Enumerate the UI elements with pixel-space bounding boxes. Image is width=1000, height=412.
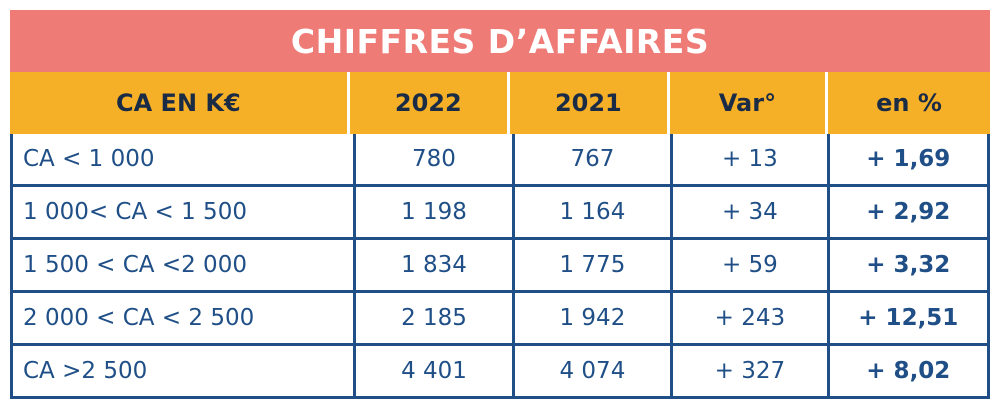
table-row: CA < 1 000 780 767 + 13 + 1,69 [13,134,987,184]
cell-label: 1 000< CA < 1 500 [23,199,247,225]
cell-2022: 780 [353,134,511,184]
cell-2021: 1 775 [511,240,670,290]
table-row: 1 500 < CA <2 000 1 834 1 775 + 59 + 3,3… [13,237,987,290]
table-title: CHIFFRES D’AFFAIRES [10,10,990,72]
cell-pct: + 12,51 [826,293,987,343]
cell-label: 1 500 < CA <2 000 [23,252,247,278]
header-2021: 2021 [506,72,667,134]
cell-label: CA < 1 000 [23,146,155,172]
cell-2022: 1 198 [353,187,511,237]
cell-pct: + 2,92 [826,187,987,237]
header-2022: 2022 [346,72,507,134]
cell-var: + 34 [670,187,826,237]
cell-label: 2 000 < CA < 2 500 [23,305,255,331]
cell-2021: 767 [511,134,670,184]
cell-2022: 1 834 [353,240,511,290]
cell-2021: 1 164 [511,187,670,237]
revenue-table: CHIFFRES D’AFFAIRES CA EN K€ 2022 2021 V… [10,10,990,402]
table-row: 1 000< CA < 1 500 1 198 1 164 + 34 + 2,9… [13,184,987,237]
header-pct: en % [825,72,990,134]
table-body: CA < 1 000 780 767 + 13 + 1,69 1 000< CA… [10,134,990,399]
table-row: 2 000 < CA < 2 500 2 185 1 942 + 243 + 1… [13,290,987,343]
cell-var: + 59 [670,240,826,290]
header-ca: CA EN K€ [116,89,241,117]
cell-2022: 4 401 [353,346,511,396]
cell-var: + 327 [670,346,826,396]
cell-2022: 2 185 [353,293,511,343]
table-row: CA >2 500 4 401 4 074 + 327 + 8,02 [13,343,987,396]
cell-pct: + 1,69 [826,134,987,184]
cell-label: CA >2 500 [23,358,148,384]
table-header: CA EN K€ 2022 2021 Var° en % [10,72,990,134]
cell-pct: + 3,32 [826,240,987,290]
cell-2021: 4 074 [511,346,670,396]
header-var: Var° [666,72,825,134]
cell-var: + 243 [670,293,826,343]
cell-pct: + 8,02 [826,346,987,396]
cell-2021: 1 942 [511,293,670,343]
cell-var: + 13 [670,134,826,184]
